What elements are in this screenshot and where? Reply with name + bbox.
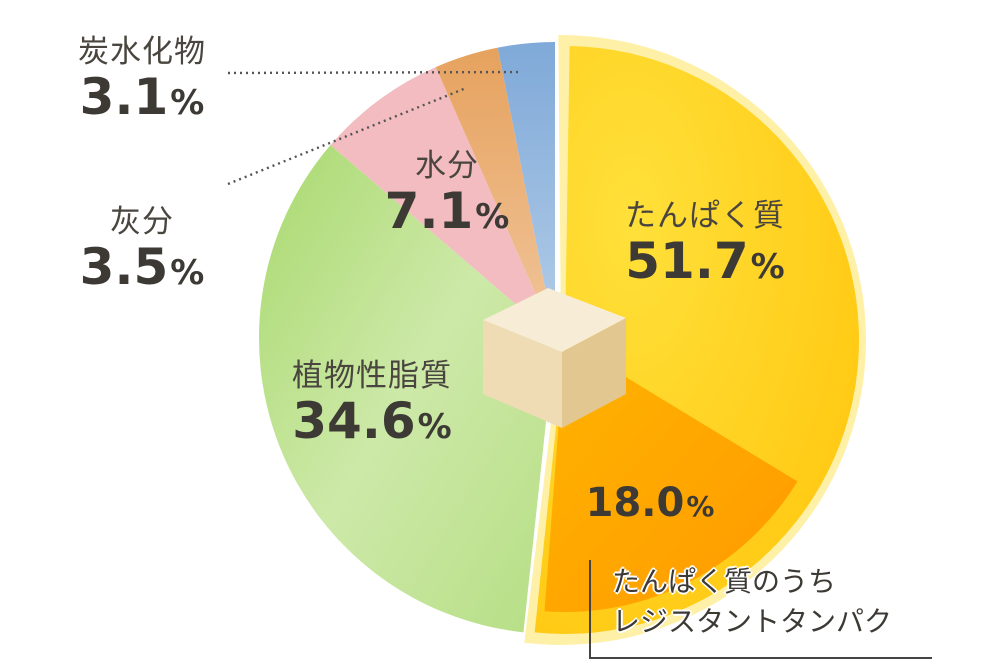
- label-protein: たんぱく質 51.7%: [590, 190, 820, 288]
- label-carbs-value: 3.1%: [79, 68, 205, 126]
- slice-carbs: [497, 42, 555, 338]
- carbs-leader-line: [227, 70, 523, 75]
- label-water-value: 7.1%: [384, 182, 510, 240]
- label-resistant-line2: レジスタントタンパク: [612, 605, 893, 638]
- cube-icon: [483, 288, 626, 428]
- label-resistant-line1: たんぱく質のうち: [612, 565, 837, 598]
- ash-leader-line: [227, 86, 467, 186]
- slice-water: [330, 67, 555, 338]
- label-ash-name: 灰分: [110, 204, 174, 240]
- label-protein-name: たんぱく質: [625, 198, 785, 234]
- label-protein-value: 51.7%: [625, 232, 785, 290]
- slice-ash: [435, 47, 555, 339]
- label-ash: 灰分 3.5%: [52, 196, 232, 294]
- slice-lipid: [258, 145, 555, 633]
- label-resistant-value: 18.0%: [585, 480, 715, 526]
- label-lipid: 植物性脂質 34.6%: [262, 350, 482, 448]
- label-water: 水分 7.1%: [372, 140, 522, 238]
- label-ash-value: 3.5%: [79, 238, 205, 296]
- label-resistant-note: たんぱく質のうち レジスタントタンパク: [612, 562, 892, 642]
- resistant-leader-line: [589, 560, 932, 659]
- label-carbs-name: 炭水化物: [78, 34, 206, 70]
- label-lipid-value: 34.6%: [292, 392, 452, 450]
- slice-resistant-protein: [544, 340, 798, 612]
- pie-slices: [258, 35, 866, 645]
- label-lipid-name: 植物性脂質: [292, 358, 452, 394]
- label-water-name: 水分: [415, 148, 479, 184]
- label-carbs: 炭水化物 3.1%: [52, 26, 232, 124]
